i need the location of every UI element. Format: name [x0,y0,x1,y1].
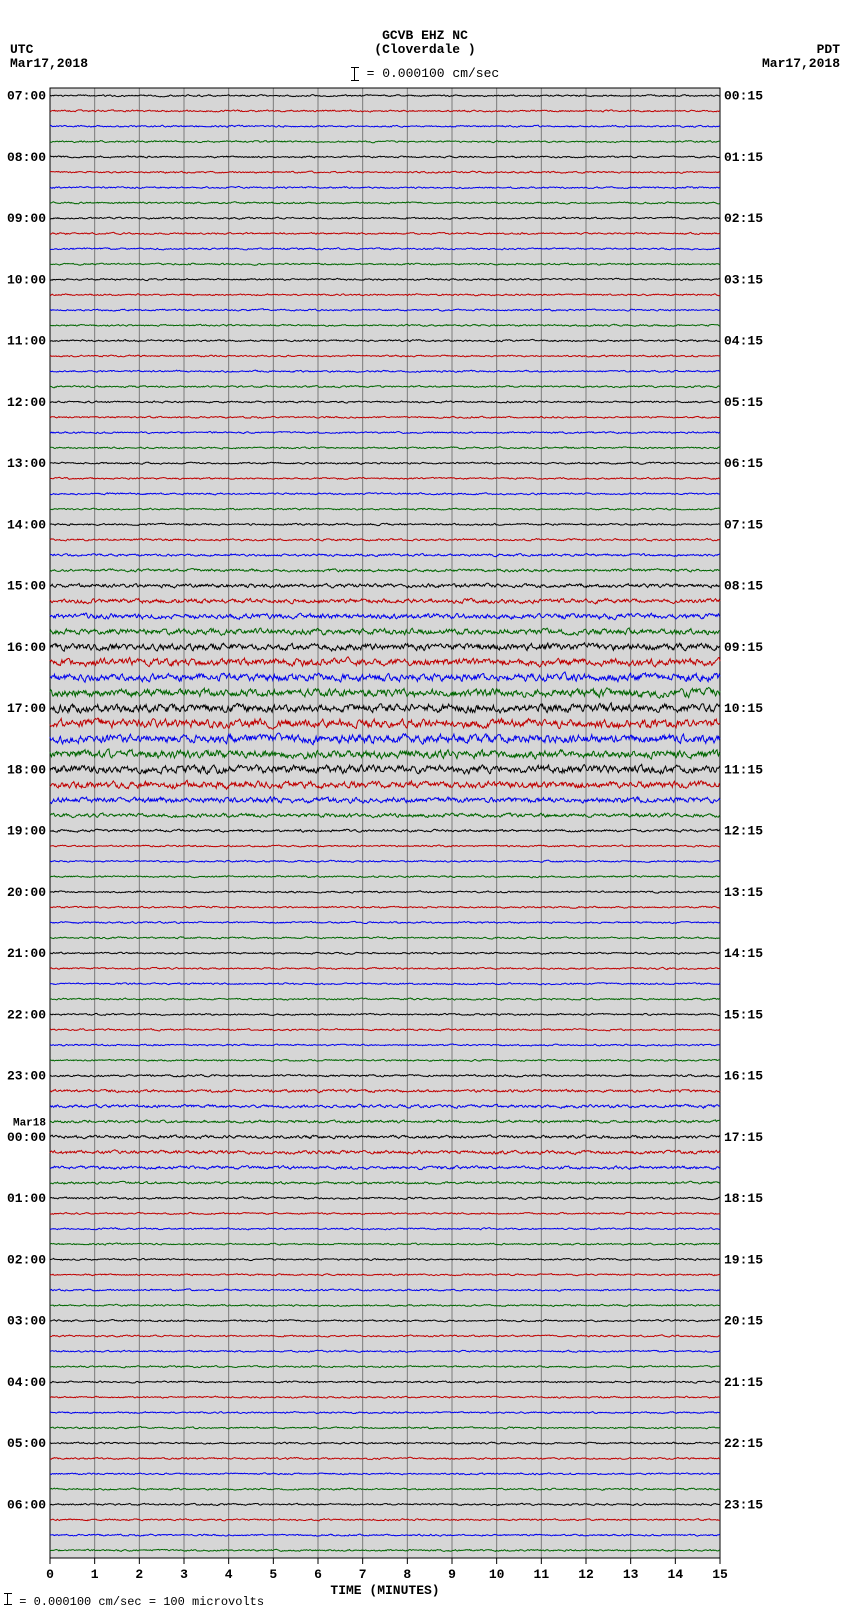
x-tick-label: 5 [269,1567,277,1582]
utc-time-label: 07:00 [7,89,46,104]
pdt-time-label: 10:15 [724,701,763,716]
utc-time-label: 20:00 [7,885,46,900]
utc-time-label: 10:00 [7,272,46,287]
utc-time-label: 17:00 [7,701,46,716]
utc-time-label: 08:00 [7,150,46,165]
pdt-time-label: 20:15 [724,1314,763,1329]
utc-time-label: 13:00 [7,456,46,471]
seismogram-page: GCVB EHZ NC (Cloverdale ) = 0.000100 cm/… [0,0,850,1613]
utc-time-label: 18:00 [7,762,46,777]
utc-time-label: 16:00 [7,640,46,655]
pdt-time-label: 03:15 [724,272,763,287]
pdt-time-label: 07:15 [724,517,763,532]
pdt-time-label: 00:15 [724,89,763,104]
utc-time-label: 11:00 [7,334,46,349]
utc-time-label: 09:00 [7,211,46,226]
pdt-time-label: 14:15 [724,946,763,961]
x-tick-label: 6 [314,1567,322,1582]
x-tick-label: 1 [91,1567,99,1582]
utc-time-label: 03:00 [7,1314,46,1329]
utc-time-label: 19:00 [7,824,46,839]
pdt-time-label: 15:15 [724,1007,763,1022]
pdt-time-label: 12:15 [724,824,763,839]
x-tick-label: 11 [534,1567,550,1582]
utc-time-label: 12:00 [7,395,46,410]
pdt-time-label: 09:15 [724,640,763,655]
utc-time-label: 22:00 [7,1007,46,1022]
utc-time-label: 21:00 [7,946,46,961]
utc-time-label: 04:00 [7,1375,46,1390]
pdt-time-label: 17:15 [724,1130,763,1145]
pdt-time-label: 21:15 [724,1375,763,1390]
footer-scale: = 0.000100 cm/sec = 100 microvolts [4,1593,264,1609]
x-axis-label: TIME (MINUTES) [330,1583,439,1598]
utc-time-label: 14:00 [7,517,46,532]
utc-time-label: Mar18 [13,1118,46,1130]
utc-time-label: 23:00 [7,1069,46,1084]
pdt-time-label: 06:15 [724,456,763,471]
pdt-time-label: 16:15 [724,1069,763,1084]
x-tick-label: 14 [668,1567,684,1582]
x-tick-label: 12 [578,1567,594,1582]
x-tick-label: 10 [489,1567,505,1582]
utc-time-label: 00:00 [7,1130,46,1145]
pdt-time-label: 04:15 [724,334,763,349]
pdt-time-label: 02:15 [724,211,763,226]
pdt-time-label: 18:15 [724,1191,763,1206]
pdt-time-label: 05:15 [724,395,763,410]
pdt-time-label: 01:15 [724,150,763,165]
x-tick-label: 15 [712,1567,728,1582]
pdt-time-label: 08:15 [724,579,763,594]
scale-bar-icon [4,1593,12,1605]
pdt-time-label: 11:15 [724,762,763,777]
x-tick-label: 8 [403,1567,411,1582]
x-tick-label: 0 [46,1567,54,1582]
utc-time-label: 05:00 [7,1436,46,1451]
x-tick-label: 4 [225,1567,233,1582]
pdt-time-label: 13:15 [724,885,763,900]
utc-time-label: 15:00 [7,579,46,594]
x-tick-label: 13 [623,1567,639,1582]
utc-time-label: 06:00 [7,1497,46,1512]
pdt-time-label: 19:15 [724,1252,763,1267]
x-tick-label: 9 [448,1567,456,1582]
seismogram-plot: 0123456789101112131415TIME (MINUTES)07:0… [0,0,850,1613]
pdt-time-label: 23:15 [724,1497,763,1512]
x-tick-label: 3 [180,1567,188,1582]
x-tick-label: 2 [135,1567,143,1582]
pdt-time-label: 22:15 [724,1436,763,1451]
utc-time-label: 01:00 [7,1191,46,1206]
x-tick-label: 7 [359,1567,367,1582]
footer-scale-text: = 0.000100 cm/sec = 100 microvolts [19,1595,264,1609]
utc-time-label: 02:00 [7,1252,46,1267]
